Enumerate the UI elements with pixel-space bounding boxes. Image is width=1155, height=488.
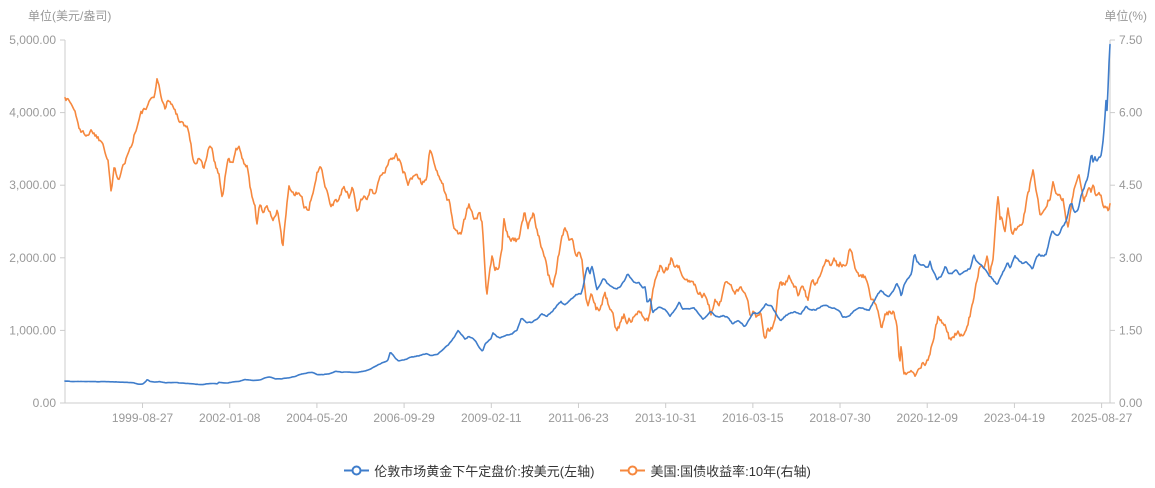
x-axis-tick-label: 2020-12-09 <box>897 411 959 425</box>
left-axis-tick-label: 0.00 <box>33 396 57 410</box>
left-axis-tick-label: 5,000.00 <box>9 33 56 47</box>
right-axis-tick-label: 4.50 <box>1119 178 1143 192</box>
x-axis-tick-label: 2025-08-27 <box>1071 411 1133 425</box>
legend-label-treasury-yield: 美国:国债收益率:10年(右轴) <box>650 464 811 479</box>
legend-line-marker-treasury <box>620 465 646 476</box>
x-axis-tick-label: 2002-01-08 <box>199 411 261 425</box>
x-axis-tick-label: 2009-02-11 <box>461 411 522 425</box>
legend-item-gold-price[interactable]: 伦敦市场黄金下午定盘价:按美元(左轴) <box>344 461 594 480</box>
x-axis-tick-label: 2023-04-19 <box>984 411 1046 425</box>
right-axis-tick-label: 0.00 <box>1119 396 1143 410</box>
x-axis-tick-label: 2004-05-20 <box>286 411 348 425</box>
left-axis-tick-label: 4,000.00 <box>9 106 56 120</box>
x-axis-tick-label: 1999-08-27 <box>112 411 174 425</box>
treasury-yield-10y-line[interactable] <box>64 78 1111 378</box>
left-axis-tick-label: 2,000.00 <box>9 251 56 265</box>
x-axis-tick-label: 2013-10-31 <box>635 411 697 425</box>
left-axis-unit-label: 单位(美元/盎司) <box>28 9 112 23</box>
legend-line-marker-gold <box>344 465 370 476</box>
right-axis-unit-label: 单位(%) <box>1104 9 1147 23</box>
x-axis-tick-label: 2006-09-29 <box>373 411 435 425</box>
legend-label-gold-price: 伦敦市场黄金下午定盘价:按美元(左轴) <box>374 464 595 479</box>
right-axis-tick-label: 1.50 <box>1119 323 1143 337</box>
legend-item-treasury-yield[interactable]: 美国:国债收益率:10年(右轴) <box>620 461 811 480</box>
right-axis-tick-label: 7.50 <box>1119 33 1143 47</box>
dual-axis-line-chart[interactable]: 0.00 1,000.00 2,000.00 3,000.00 4,000.00 5,00… <box>0 0 1155 455</box>
x-axis-tick-label: 2011-06-23 <box>548 411 609 425</box>
x-axis-tick-label: 2018-07-30 <box>809 411 871 425</box>
x-axis-tick-label: 2016-03-15 <box>722 411 784 425</box>
right-axis-tick-label: 3.00 <box>1119 251 1143 265</box>
chart-legend: 伦敦市场黄金下午定盘价:按美元(左轴) 美国:国债收益率:10年(右轴) <box>0 461 1155 480</box>
right-axis-tick-label: 6.00 <box>1119 106 1143 120</box>
left-axis-tick-label: 3,000.00 <box>9 178 56 192</box>
gold-pm-fix-price-line[interactable] <box>64 43 1111 386</box>
left-axis-tick-label: 1,000.00 <box>9 323 56 337</box>
